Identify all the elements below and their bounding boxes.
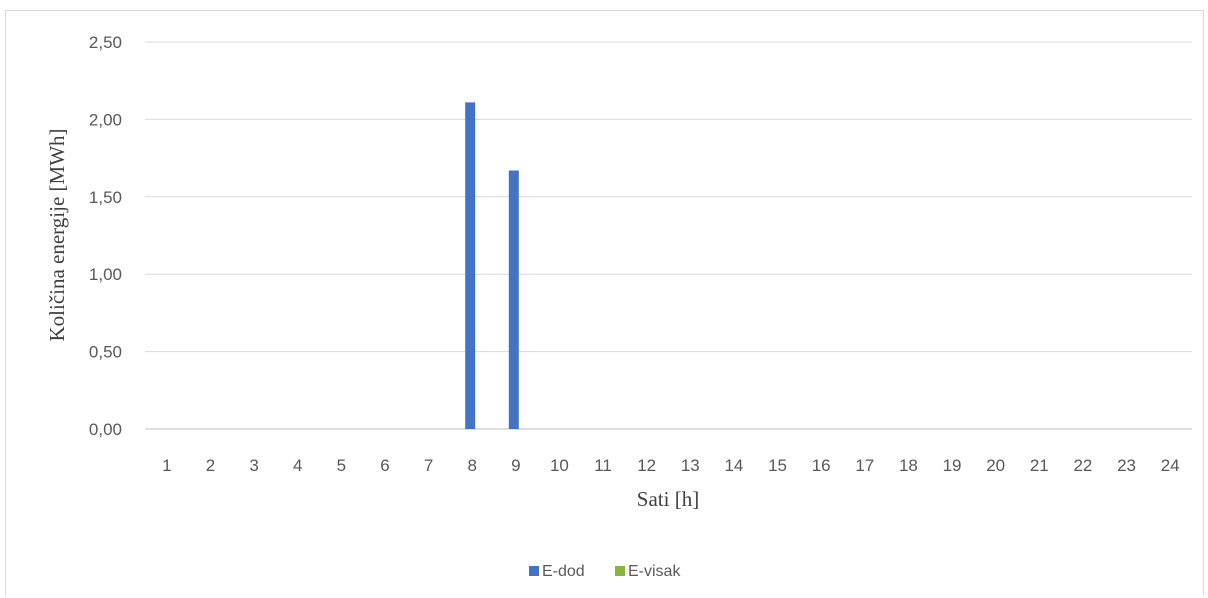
x-tick-label: 10 [550,456,569,475]
x-tick-label: 19 [943,456,962,475]
legend: E-dod E-visak [529,563,681,580]
chart-frame [5,10,1204,596]
x-tick-label: 15 [768,456,787,475]
x-tick-label: 8 [467,456,476,475]
x-tick-label: 5 [337,456,346,475]
y-tick-label: 2,50 [89,33,122,52]
x-tick-label: 20 [986,456,1005,475]
x-tick-label: 2 [206,456,215,475]
bar-e-dod-9 [508,170,519,429]
y-tick-label: 1,50 [89,188,122,207]
y-tick-label: 0,50 [89,343,122,362]
x-tick-label: 7 [424,456,433,475]
bar-e-dod-8 [465,102,476,429]
x-tick-label: 11 [594,456,612,475]
x-tick-label: 9 [511,456,520,475]
x-tick-label: 14 [724,456,743,475]
x-tick-label: 24 [1161,456,1180,475]
x-tick-label: 18 [899,456,918,475]
x-tick-label: 21 [1030,456,1049,475]
x-tick-label: 3 [249,456,258,475]
legend-label-e-visak: E-visak [628,563,681,580]
x-tick-label: 16 [812,456,831,475]
x-tick-label: 17 [855,456,874,475]
gridlines [145,41,1192,430]
y-tick-label: 1,00 [89,265,122,284]
y-tick-label: 0,00 [89,420,122,439]
x-tick-label: 12 [637,456,656,475]
x-tick-label: 22 [1073,456,1092,475]
bars [465,102,519,429]
x-tick-label: 1 [162,456,171,475]
legend-swatch-e-visak [615,566,625,576]
x-axis-title: Sati [h] [637,487,699,511]
y-axis-ticks: 0,00 0,50 1,00 1,50 2,00 2,50 [89,33,122,439]
x-tick-label: 4 [293,456,302,475]
legend-label-e-dod: E-dod [542,563,585,580]
x-tick-label: 23 [1117,456,1136,475]
y-tick-label: 2,00 [89,110,122,129]
x-axis-ticks: 1 2 3 4 5 6 7 8 9 10 11 12 13 14 15 16 17 18 19 20 21 22 23 24 [162,456,1180,475]
y-axis-title: Količina energije [MWh] [45,128,69,341]
x-tick-label: 6 [380,456,389,475]
x-tick-label: 13 [681,456,700,475]
legend-swatch-e-dod [529,566,539,576]
